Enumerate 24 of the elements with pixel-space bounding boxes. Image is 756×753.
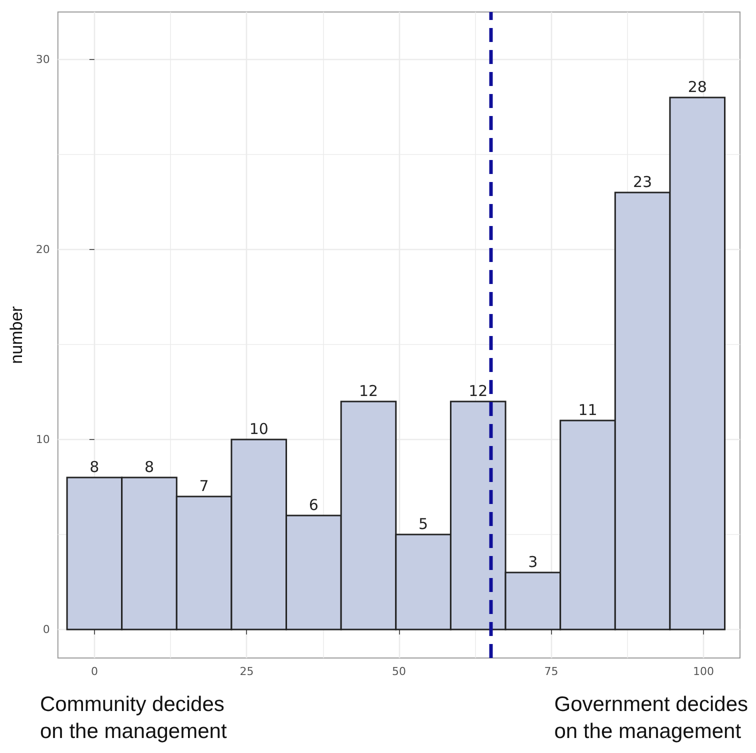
data-label: 8 xyxy=(90,458,100,476)
data-label: 28 xyxy=(688,78,707,96)
data-label: 23 xyxy=(633,173,652,191)
data-label: 7 xyxy=(199,477,209,495)
data-label: 6 xyxy=(308,496,318,514)
x-tick-label: 25 xyxy=(240,665,254,678)
y-axis-title: number xyxy=(7,306,26,364)
data-label: 12 xyxy=(358,382,378,400)
x-tick-label: 100 xyxy=(692,665,714,678)
y-tick-label: 10 xyxy=(36,433,50,446)
x-tick-label: 75 xyxy=(544,665,558,678)
text: Community decides on the management xyxy=(40,693,227,743)
data-label: 8 xyxy=(144,458,154,476)
y-tick-label: 0 xyxy=(42,623,50,636)
x-tick-label: 0 xyxy=(90,665,98,678)
data-label: 12 xyxy=(468,382,488,400)
x-tick-label: 50 xyxy=(392,665,406,678)
data-label: 11 xyxy=(578,401,598,419)
data-label: 3 xyxy=(528,553,538,571)
y-tick-label: 30 xyxy=(36,53,50,66)
data-label: 5 xyxy=(418,515,428,533)
text: Government decides on the management xyxy=(554,693,748,743)
data-label: 10 xyxy=(249,420,268,438)
y-tick-label: 20 xyxy=(36,243,50,256)
